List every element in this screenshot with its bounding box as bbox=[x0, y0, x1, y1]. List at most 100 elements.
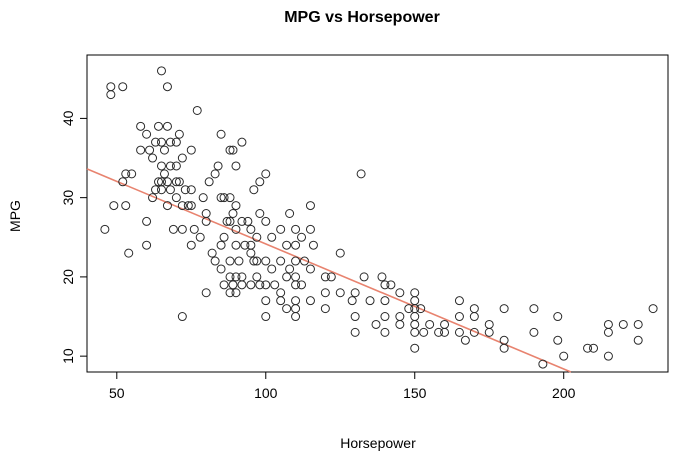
data-point bbox=[282, 272, 292, 282]
data-point bbox=[118, 82, 128, 92]
data-point bbox=[121, 169, 131, 179]
data-point bbox=[276, 296, 286, 306]
data-point bbox=[380, 312, 390, 322]
data-point bbox=[156, 185, 166, 195]
data-point bbox=[246, 248, 256, 258]
data-point bbox=[207, 248, 217, 258]
x-tick-label: 50 bbox=[109, 385, 125, 401]
data-point bbox=[297, 280, 307, 290]
data-point bbox=[305, 296, 315, 306]
y-axis: 10 20 30 40 bbox=[60, 110, 87, 364]
data-point bbox=[320, 304, 330, 314]
data-point bbox=[252, 272, 262, 282]
x-tick-label: 100 bbox=[254, 385, 278, 401]
data-point bbox=[553, 312, 563, 322]
x-axis: 50 100 150 200 bbox=[109, 372, 576, 401]
data-point bbox=[100, 224, 110, 234]
data-point bbox=[395, 312, 405, 322]
data-point bbox=[142, 240, 152, 250]
data-point bbox=[589, 343, 599, 353]
data-point bbox=[484, 327, 494, 337]
x-tick-label: 150 bbox=[403, 385, 427, 401]
data-point bbox=[225, 256, 235, 266]
data-point bbox=[186, 145, 196, 155]
data-point bbox=[246, 224, 256, 234]
data-point bbox=[454, 296, 464, 306]
data-point bbox=[228, 145, 238, 155]
data-point bbox=[583, 343, 593, 353]
data-point bbox=[326, 272, 336, 282]
data-point bbox=[434, 327, 444, 337]
data-point bbox=[440, 319, 450, 329]
regression-line-layer bbox=[86, 168, 572, 373]
data-point bbox=[216, 264, 226, 274]
data-point bbox=[171, 177, 181, 187]
data-point bbox=[106, 90, 116, 100]
data-point bbox=[151, 137, 161, 147]
data-point bbox=[174, 129, 184, 139]
data-point bbox=[305, 224, 315, 234]
data-point bbox=[410, 288, 420, 298]
data-point bbox=[454, 327, 464, 337]
data-point bbox=[201, 288, 211, 298]
data-point bbox=[386, 280, 396, 290]
data-point bbox=[499, 304, 509, 314]
data-point bbox=[347, 296, 357, 306]
data-point bbox=[154, 177, 164, 187]
data-point bbox=[454, 312, 464, 322]
data-point bbox=[237, 137, 247, 147]
data-point bbox=[291, 272, 301, 282]
data-point bbox=[154, 121, 164, 131]
data-point bbox=[267, 232, 277, 242]
data-point bbox=[261, 169, 271, 179]
data-point bbox=[234, 256, 244, 266]
data-point bbox=[499, 335, 509, 345]
data-point bbox=[162, 82, 172, 92]
data-point bbox=[380, 296, 390, 306]
x-tick-label: 200 bbox=[552, 385, 576, 401]
data-point bbox=[195, 232, 205, 242]
data-point bbox=[231, 161, 241, 171]
data-point bbox=[270, 280, 280, 290]
data-point bbox=[162, 121, 172, 131]
data-point bbox=[142, 129, 152, 139]
data-point bbox=[189, 224, 199, 234]
data-point bbox=[210, 256, 220, 266]
data-point bbox=[380, 280, 390, 290]
data-point bbox=[377, 272, 387, 282]
data-point bbox=[219, 280, 229, 290]
data-point bbox=[165, 161, 175, 171]
data-point bbox=[177, 153, 187, 163]
y-tick-label: 20 bbox=[60, 269, 76, 285]
data-point bbox=[216, 129, 226, 139]
data-point bbox=[603, 319, 613, 329]
data-point bbox=[261, 216, 271, 226]
data-point bbox=[261, 312, 271, 322]
chart-title: MPG vs Horsepower bbox=[284, 9, 440, 26]
data-point bbox=[335, 248, 345, 258]
data-point bbox=[249, 256, 259, 266]
data-point bbox=[255, 177, 265, 187]
data-point bbox=[553, 335, 563, 345]
data-point bbox=[320, 272, 330, 282]
plot-frame bbox=[86, 54, 669, 373]
data-point bbox=[359, 272, 369, 282]
data-point bbox=[285, 264, 295, 274]
data-point bbox=[118, 177, 128, 187]
data-point bbox=[231, 272, 241, 282]
data-point bbox=[395, 319, 405, 329]
data-point bbox=[231, 240, 241, 250]
data-point bbox=[156, 137, 166, 147]
data-point bbox=[285, 209, 295, 218]
data-point bbox=[231, 288, 241, 298]
data-point bbox=[350, 327, 360, 337]
data-point bbox=[216, 240, 226, 250]
data-point bbox=[291, 224, 301, 234]
data-point bbox=[201, 209, 211, 218]
y-tick-label: 40 bbox=[60, 110, 76, 126]
data-point bbox=[252, 232, 262, 242]
data-point bbox=[145, 145, 155, 155]
data-point bbox=[469, 312, 479, 322]
data-point bbox=[237, 280, 247, 290]
data-point bbox=[225, 145, 235, 155]
